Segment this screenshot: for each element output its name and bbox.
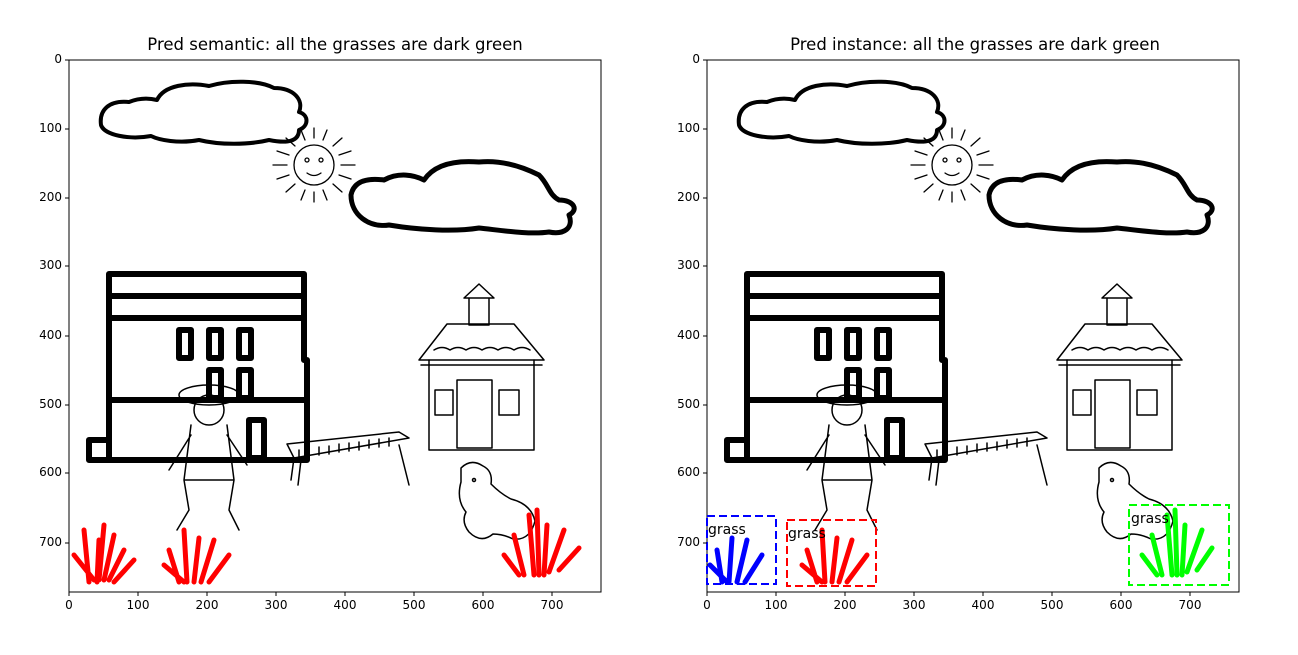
left-x-tick: 500 <box>402 598 426 612</box>
left-y-tick: 400 <box>39 328 62 342</box>
instance-box-red <box>786 519 877 587</box>
right-x-tick: 500 <box>1040 598 1064 612</box>
right-x-tick: 600 <box>1109 598 1133 612</box>
right-y-tick: 0 <box>692 52 700 66</box>
right-y-tick: 300 <box>677 258 700 272</box>
right-panel-title: Pred instance: all the grasses are dark … <box>790 35 1160 54</box>
right-x-tick: 0 <box>703 598 711 612</box>
right-x-tick: 400 <box>971 598 995 612</box>
left-x-tick: 0 <box>65 598 73 612</box>
grass-icon <box>799 527 870 585</box>
left-x-tick: 100 <box>126 598 150 612</box>
left-y-tick: 700 <box>39 535 62 549</box>
right-x-tick: 700 <box>1178 598 1202 612</box>
right-y-tick: 500 <box>677 397 700 411</box>
left-y-tick: 200 <box>39 190 62 204</box>
instance-box-green <box>1128 504 1230 586</box>
grass-icon <box>1139 507 1215 578</box>
right-y-tick: 700 <box>677 535 700 549</box>
left-x-tick: 600 <box>471 598 495 612</box>
right-y-tick: 100 <box>677 121 700 135</box>
instance-label: grass <box>788 526 826 542</box>
right-x-tick: 300 <box>902 598 926 612</box>
left-y-tick: 100 <box>39 121 62 135</box>
left-y-tick: 500 <box>39 397 62 411</box>
instance-box-blue <box>706 515 777 585</box>
left-x-tick: 300 <box>264 598 288 612</box>
right-y-tick: 400 <box>677 328 700 342</box>
right-x-tick: 100 <box>764 598 788 612</box>
left-x-tick: 200 <box>195 598 219 612</box>
left-panel <box>65 59 602 596</box>
instance-label: grass <box>708 522 746 538</box>
grass-icon <box>707 535 765 585</box>
right-tick-marks <box>703 59 1191 596</box>
left-tick-marks <box>65 59 553 596</box>
instance-label: grass <box>1131 511 1169 527</box>
left-y-tick: 0 <box>54 52 62 66</box>
left-y-tick: 300 <box>39 258 62 272</box>
right-panel: grass grass grass <box>703 59 1240 596</box>
right-x-tick: 200 <box>833 598 857 612</box>
left-x-tick: 400 <box>333 598 357 612</box>
left-y-tick: 600 <box>39 465 62 479</box>
left-x-tick: 700 <box>540 598 564 612</box>
left-panel-title: Pred semantic: all the grasses are dark … <box>147 35 523 54</box>
left-axes-frame <box>68 59 602 593</box>
right-y-tick: 600 <box>677 465 700 479</box>
grass-icon <box>71 507 582 585</box>
right-y-tick: 200 <box>677 190 700 204</box>
right-axes-frame <box>706 59 1240 593</box>
